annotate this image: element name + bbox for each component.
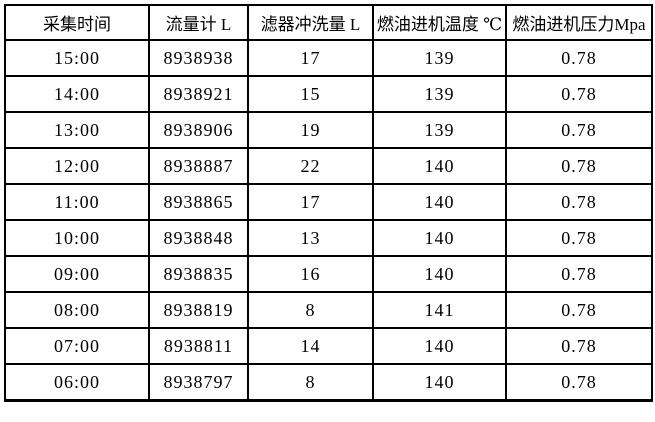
table-cell: 0.78 (505, 147, 653, 185)
table-cell: 15:00 (4, 39, 150, 77)
table-cell: 0.78 (505, 183, 653, 221)
column-header-fuel-inlet-temperature: 燃油进机温度 ℃ (372, 4, 507, 41)
table-cell: 14 (247, 327, 374, 365)
table-cell: 13:00 (4, 111, 150, 149)
table-cell: 22 (247, 147, 374, 185)
sensor-readings-table: 采集时间 流量计 L 滤器冲洗量 L 燃油进机温度 ℃ 燃油进机压力Mpa 15… (4, 4, 653, 402)
table-cell: 8938797 (148, 363, 249, 402)
table-cell: 0.78 (505, 39, 653, 77)
table-cell: 15 (247, 75, 374, 113)
table-cell: 8938819 (148, 291, 249, 329)
table-row: 08:00 8938819 8 141 0.78 (4, 291, 653, 329)
table-cell: 8938848 (148, 219, 249, 257)
column-header-filter-flush-volume: 滤器冲洗量 L (247, 4, 374, 41)
table-cell: 10:00 (4, 219, 150, 257)
table-cell: 8938887 (148, 147, 249, 185)
table-cell: 8 (247, 291, 374, 329)
table-cell: 06:00 (4, 363, 150, 402)
table-row: 11:00 8938865 17 140 0.78 (4, 183, 653, 221)
table-cell: 140 (372, 147, 507, 185)
table-cell: 17 (247, 183, 374, 221)
table-row: 14:00 8938921 15 139 0.78 (4, 75, 653, 113)
table-cell: 0.78 (505, 111, 653, 149)
table-cell: 14:00 (4, 75, 150, 113)
table-cell: 0.78 (505, 363, 653, 402)
table-cell: 16 (247, 255, 374, 293)
table-row: 13:00 8938906 19 139 0.78 (4, 111, 653, 149)
table-cell: 139 (372, 39, 507, 77)
table-cell: 8938865 (148, 183, 249, 221)
table-cell: 140 (372, 255, 507, 293)
table-cell: 140 (372, 219, 507, 257)
table-cell: 139 (372, 75, 507, 113)
table-cell: 141 (372, 291, 507, 329)
table-cell: 139 (372, 111, 507, 149)
table-cell: 19 (247, 111, 374, 149)
table-cell: 8938835 (148, 255, 249, 293)
table-cell: 8938811 (148, 327, 249, 365)
table-row: 07:00 8938811 14 140 0.78 (4, 327, 653, 365)
table-row: 15:00 8938938 17 139 0.78 (4, 39, 653, 77)
table-cell: 0.78 (505, 327, 653, 365)
table-cell: 140 (372, 363, 507, 402)
column-header-collection-time: 采集时间 (4, 4, 150, 41)
table-cell: 13 (247, 219, 374, 257)
table-cell: 140 (372, 183, 507, 221)
table-cell: 08:00 (4, 291, 150, 329)
table-header-row: 采集时间 流量计 L 滤器冲洗量 L 燃油进机温度 ℃ 燃油进机压力Mpa (4, 4, 653, 41)
table-body: 15:00 8938938 17 139 0.78 14:00 8938921 15 139 0.… (4, 39, 653, 402)
table-row: 10:00 8938848 13 140 0.78 (4, 219, 653, 257)
table-row: 06:00 8938797 8 140 0.78 (4, 363, 653, 402)
table-cell: 09:00 (4, 255, 150, 293)
table-cell: 8938906 (148, 111, 249, 149)
table-cell: 0.78 (505, 291, 653, 329)
table-row: 09:00 8938835 16 140 0.78 (4, 255, 653, 293)
table-cell: 12:00 (4, 147, 150, 185)
table-cell: 140 (372, 327, 507, 365)
table-row: 12:00 8938887 22 140 0.78 (4, 147, 653, 185)
table-cell: 07:00 (4, 327, 150, 365)
table-cell: 11:00 (4, 183, 150, 221)
table-cell: 8938938 (148, 39, 249, 77)
table-cell: 0.78 (505, 255, 653, 293)
table-cell: 0.78 (505, 75, 653, 113)
table-cell: 0.78 (505, 219, 653, 257)
column-header-fuel-inlet-pressure: 燃油进机压力Mpa (505, 4, 653, 41)
table-header: 采集时间 流量计 L 滤器冲洗量 L 燃油进机温度 ℃ 燃油进机压力Mpa (4, 4, 653, 41)
table-cell: 8938921 (148, 75, 249, 113)
column-header-flow-meter: 流量计 L (148, 4, 249, 41)
table-cell: 8 (247, 363, 374, 402)
table-cell: 17 (247, 39, 374, 77)
